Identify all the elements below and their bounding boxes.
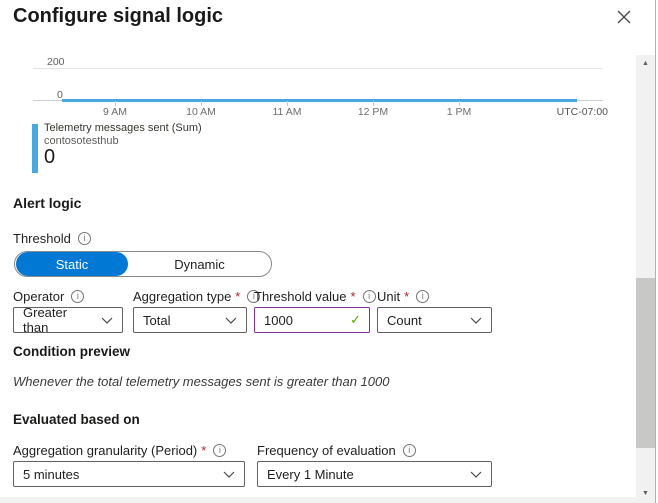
aggregation-type-label: Aggregation type * i — [133, 289, 261, 304]
unit-label: Unit * i — [377, 289, 430, 304]
legend-current-value: 0 — [44, 146, 56, 168]
frequency-of-evaluation-label: Frequency of evaluation i — [257, 443, 416, 458]
chart-gridline-200 — [33, 68, 603, 69]
threshold-value-input[interactable] — [255, 312, 351, 328]
threshold-value-field: ✓ — [254, 307, 370, 333]
chart-tick — [287, 101, 288, 106]
info-icon[interactable]: i — [362, 290, 376, 303]
info-icon[interactable]: i — [71, 290, 85, 303]
scrollbar-thumb[interactable] — [636, 278, 655, 448]
required-asterisk: * — [235, 289, 241, 304]
scroll-down-icon[interactable]: ▼ — [642, 490, 649, 497]
chart-x-tick-1pm: 1 PM — [446, 106, 472, 118]
legend-resource-name: contosotesthub — [44, 135, 119, 147]
unit-dropdown[interactable]: Count — [377, 307, 492, 333]
close-icon — [617, 10, 631, 24]
info-icon[interactable]: i — [247, 290, 261, 303]
alert-logic-heading: Alert logic — [13, 195, 82, 211]
evaluated-based-on-heading: Evaluated based on — [13, 412, 140, 427]
chart-x-tick-11am: 11 AM — [272, 106, 302, 118]
operator-label: Operator i — [13, 289, 85, 304]
chevron-down-icon — [101, 317, 113, 324]
chart-timezone-label: UTC-07:00 — [556, 106, 608, 118]
chart-y-tick-200: 200 — [47, 56, 65, 68]
info-icon[interactable]: i — [77, 232, 91, 245]
page-title: Configure signal logic — [13, 5, 224, 27]
condition-preview-heading: Condition preview — [13, 344, 131, 359]
threshold-toggle: Static Dynamic — [14, 251, 272, 277]
threshold-option-static[interactable]: Static — [16, 252, 128, 276]
info-icon[interactable]: i — [213, 444, 227, 457]
chart-x-tick-10am: 10 AM — [186, 106, 216, 118]
required-asterisk: * — [404, 289, 410, 304]
chevron-down-icon — [470, 317, 482, 324]
operator-dropdown[interactable]: Greater than — [13, 305, 123, 335]
panel-right-border — [655, 0, 656, 503]
info-icon[interactable]: i — [402, 444, 416, 457]
required-asterisk: * — [201, 443, 207, 458]
info-icon[interactable]: i — [416, 290, 430, 303]
chevron-down-icon — [223, 471, 235, 478]
aggregation-granularity-label: Aggregation granularity (Period) * i — [13, 443, 227, 458]
threshold-value-label: Threshold value * i — [254, 289, 376, 304]
chart-tick — [373, 101, 374, 106]
aggregation-granularity-dropdown[interactable]: 5 minutes — [13, 461, 245, 487]
scroll-up-icon[interactable]: ▲ — [642, 60, 649, 67]
threshold-label: Threshold i — [13, 231, 91, 246]
required-asterisk: * — [350, 289, 356, 304]
aggregation-type-dropdown[interactable]: Total — [133, 307, 247, 333]
chevron-down-icon — [470, 471, 482, 478]
valid-check-icon: ✓ — [350, 312, 361, 327]
legend-metric-name: Telemetry messages sent (Sum) — [44, 122, 202, 134]
chart-tick — [201, 101, 202, 106]
threshold-option-dynamic[interactable]: Dynamic — [174, 256, 225, 272]
condition-preview-text: Whenever the total telemetry messages se… — [13, 374, 390, 389]
chart-y-tick-0: 0 — [57, 89, 63, 101]
chevron-down-icon — [225, 317, 237, 324]
panel-bottom-edge — [0, 497, 656, 503]
vertical-scrollbar[interactable]: ▲ ▼ — [636, 55, 655, 503]
chart-metric-line — [62, 99, 577, 102]
chart-x-tick-9am: 9 AM — [103, 106, 127, 118]
chart-x-tick-12pm: 12 PM — [357, 106, 389, 118]
chart-tick — [459, 101, 460, 106]
legend-color-bar — [32, 124, 38, 173]
frequency-of-evaluation-dropdown[interactable]: Every 1 Minute — [257, 461, 492, 487]
chart-tick — [115, 101, 116, 106]
close-button[interactable] — [611, 4, 637, 30]
